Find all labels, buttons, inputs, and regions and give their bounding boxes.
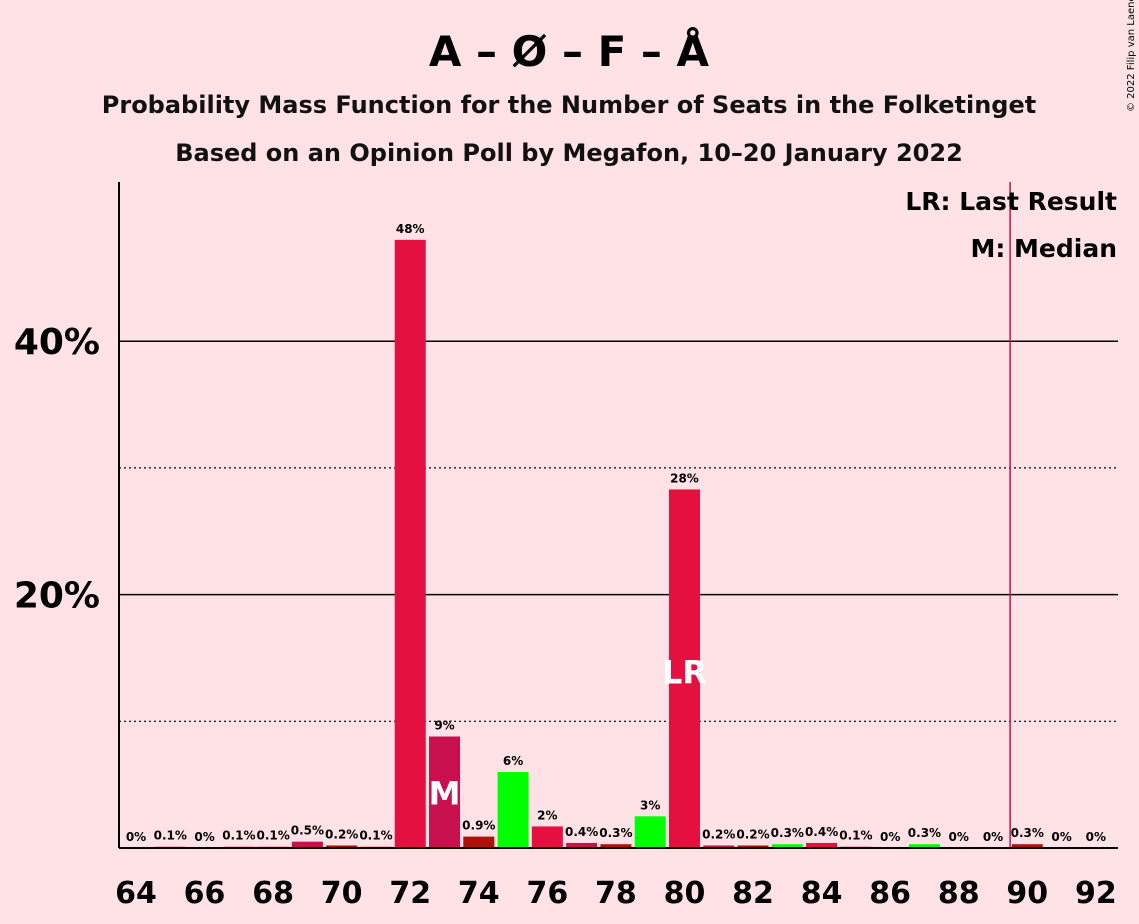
x-tick-label: 90 (1006, 876, 1048, 911)
gridlines (119, 340, 1118, 722)
bar-label-seat-87: 0.3% (908, 826, 941, 840)
x-tick-label: 88 (938, 876, 980, 911)
chart-subtitle-2: Based on an Opinion Poll by Megafon, 10–… (175, 139, 963, 167)
bar-label-seat-90: 0.3% (1011, 826, 1044, 840)
x-tick-label: 92 (1075, 876, 1117, 911)
x-tick-label: 76 (526, 876, 568, 911)
x-tick-label: 84 (801, 876, 843, 911)
bar-label-seat-92: 0% (1086, 830, 1106, 844)
bar-seat-77 (566, 842, 598, 848)
bar-seat-81 (703, 845, 735, 848)
bar-label-seat-88: 0% (949, 830, 969, 844)
bar-seat-72 (394, 239, 426, 849)
bar-seat-73 (429, 736, 461, 848)
bar-label-seat-75: 6% (503, 754, 523, 768)
bar-label-seat-78: 0.3% (599, 826, 632, 840)
bar-seat-78 (600, 844, 632, 848)
bar-seat-84 (806, 842, 838, 848)
bar-label-seat-85: 0.1% (839, 829, 872, 843)
y-tick-label: 40% (14, 322, 100, 363)
bar-label-seat-77: 0.4% (565, 825, 598, 839)
bar-seat-83 (771, 844, 803, 848)
axes: 20% 40% 64 66 68 70 72 74 76 78 80 82 84 86 88 90 92 (14, 182, 1118, 911)
x-tick-label: 82 (732, 876, 774, 911)
x-tick-label: 68 (252, 876, 294, 911)
bar-seat-69 (291, 841, 323, 848)
x-tick-label: 64 (115, 876, 157, 911)
bar-label-seat-65: 0.1% (154, 829, 187, 843)
bar-label-seat-70: 0.2% (325, 827, 358, 841)
bar-label-seat-68: 0.1% (256, 829, 289, 843)
x-tick-label: 80 (664, 876, 706, 911)
bar-label-seat-69: 0.5% (291, 824, 324, 838)
x-tick-label: 78 (595, 876, 637, 911)
bar-label-seat-66: 0% (194, 830, 214, 844)
bar-label-seat-81: 0.2% (702, 827, 735, 841)
bar-label-seat-82: 0.2% (736, 827, 769, 841)
bar-label-seat-64: 0% (126, 830, 146, 844)
y-tick-label: 20% (14, 576, 100, 617)
bar-seat-76 (531, 826, 563, 848)
bar-label-seat-76: 2% (537, 808, 557, 822)
x-tick-label: 66 (184, 876, 226, 911)
bar-label-seat-84: 0.4% (805, 825, 838, 839)
bar-label-seat-91: 0% (1051, 830, 1071, 844)
bar-seat-90 (1011, 844, 1043, 848)
bar-label-seat-89: 0% (983, 830, 1003, 844)
bar-seat-75 (497, 771, 529, 848)
bar-seat-80 (668, 489, 700, 848)
bar-seat-74 (463, 836, 495, 848)
bar-label-seat-74: 0.9% (462, 819, 495, 833)
legend-last-result: LR: Last Result (905, 187, 1117, 216)
bar-label-seat-80: 28% (670, 471, 699, 485)
x-tick-label: 70 (321, 876, 363, 911)
bar-label-seat-73: 9% (434, 719, 454, 733)
copyright-note: © 2022 Filip van Laenen (1126, 0, 1137, 112)
bars: 0% 0.1% 0% 0.1% 0.1% 0.5% 0.2% 0.1%48%9%0.9%6%2… (126, 182, 1106, 849)
bar-label-seat-83: 0.3% (771, 826, 804, 840)
bar-seat-87 (908, 844, 940, 848)
bar-label-seat-67: 0.1% (222, 829, 255, 843)
bar-label-seat-71: 0.1% (359, 829, 392, 843)
x-tick-label: 74 (458, 876, 500, 911)
chart-subtitle-1: Probability Mass Function for the Number… (102, 91, 1036, 119)
x-tick-label: 86 (869, 876, 911, 911)
x-tick-label: 72 (389, 876, 431, 911)
legend-median: M: Median (970, 234, 1117, 263)
bar-seat-70 (326, 845, 358, 848)
bar-seat-79 (634, 816, 666, 848)
bar-seat-82 (737, 845, 769, 848)
bar-label-seat-86: 0% (880, 830, 900, 844)
chart-title: A – Ø – F – Å (429, 26, 710, 76)
bar-label-seat-79: 3% (640, 798, 660, 812)
last-result-marker: LR (662, 653, 707, 691)
bar-label-seat-72: 48% (396, 222, 425, 236)
median-marker: M (429, 774, 461, 812)
